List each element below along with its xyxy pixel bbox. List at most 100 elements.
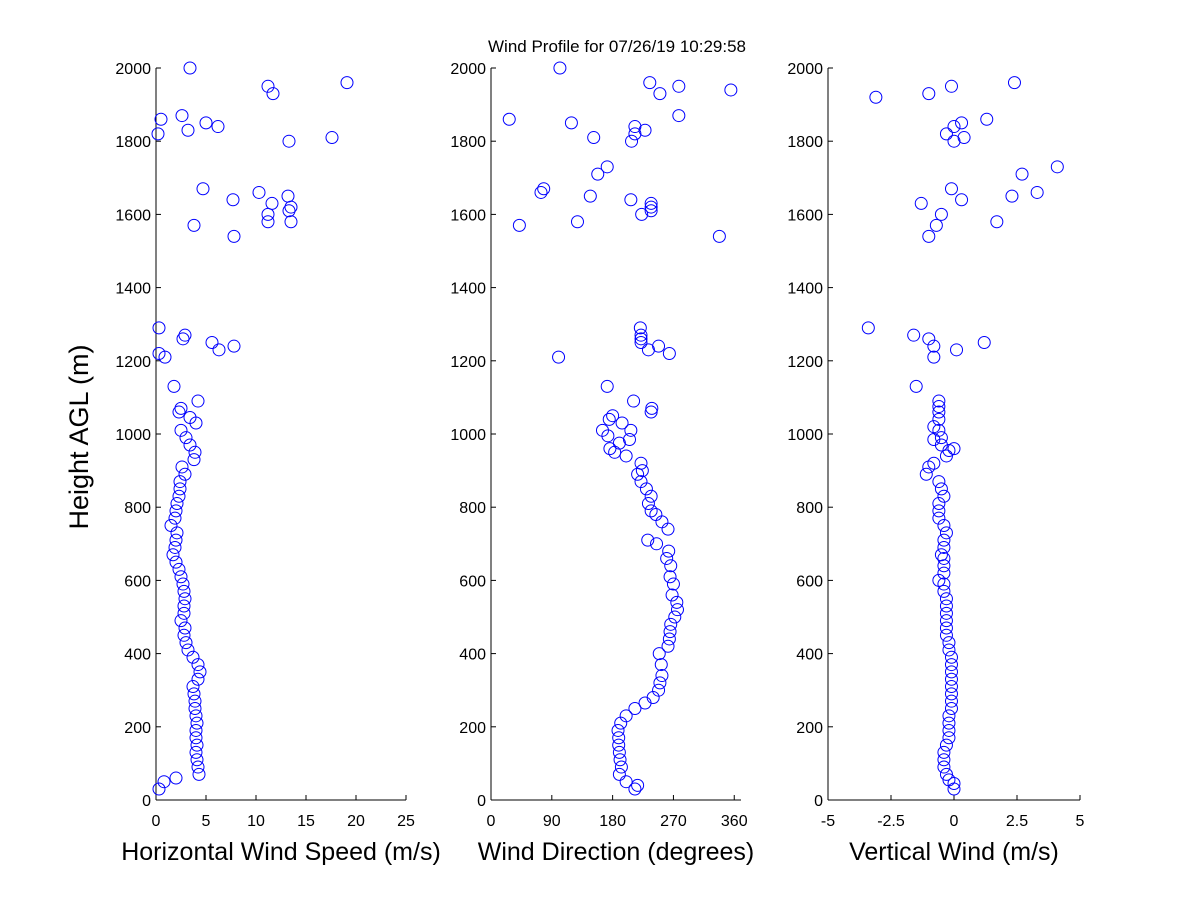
data-point (600, 379, 614, 393)
data-point (191, 658, 205, 672)
data-point (644, 204, 658, 218)
data-point (635, 207, 649, 221)
x-tick-label: 5 (202, 813, 211, 830)
data-point (282, 204, 296, 218)
data-point (205, 336, 219, 349)
data-point (950, 343, 964, 357)
data-point (340, 76, 354, 90)
data-point (939, 526, 953, 540)
data-point (172, 562, 186, 576)
data-point (186, 650, 200, 664)
data-point (653, 676, 667, 690)
data-point (937, 745, 951, 759)
y-tick-label: 400 (124, 647, 151, 664)
x-tick-label: 0 (487, 813, 496, 830)
data-point (179, 636, 193, 650)
x-axis-label: Horizontal Wind Speed (m/s) (121, 838, 441, 866)
data-point (192, 767, 206, 781)
data-point (174, 401, 188, 415)
x-tick-label: -5 (821, 813, 835, 830)
y-tick-label: 400 (459, 647, 486, 664)
data-point (181, 643, 195, 657)
data-point (712, 229, 726, 243)
data-point (655, 669, 669, 683)
data-point (226, 193, 240, 207)
data-point (947, 442, 961, 456)
data-point (641, 497, 655, 511)
data-point (190, 716, 204, 730)
y-tick-label: 0 (142, 793, 151, 810)
data-point (922, 229, 936, 243)
data-point (942, 709, 956, 723)
data-point (932, 394, 946, 408)
data-point (939, 127, 953, 141)
y-tick-label: 1400 (450, 281, 486, 298)
y-tick-label: 2000 (450, 61, 486, 78)
data-point (167, 379, 181, 393)
data-point (187, 687, 201, 701)
y-tick-label: 1800 (450, 134, 486, 151)
data-point (939, 614, 953, 628)
data-point (614, 760, 628, 774)
y-tick-label: 1000 (450, 427, 486, 444)
data-point (191, 394, 205, 408)
data-point (183, 61, 197, 75)
data-point (927, 350, 941, 364)
data-point (932, 573, 946, 587)
data-point (611, 723, 625, 737)
data-point (196, 182, 210, 196)
data-point (633, 321, 647, 335)
data-point (325, 131, 339, 145)
data-point (668, 610, 682, 624)
data-point (178, 467, 192, 481)
y-tick-label: 600 (796, 573, 823, 590)
y-axis-label: Height AGL (m) (64, 344, 94, 529)
data-point (990, 215, 1004, 229)
x-axis-label: Wind Direction (degrees) (478, 838, 755, 866)
data-point (183, 411, 197, 425)
data-point (628, 782, 642, 796)
data-point (939, 767, 953, 781)
y-tick-label: 1400 (787, 281, 823, 298)
data-point (619, 709, 633, 723)
data-point (176, 332, 190, 346)
data-point (654, 658, 668, 672)
data-point (587, 131, 601, 145)
data-point (937, 584, 951, 598)
data-point (644, 504, 658, 518)
data-point (627, 394, 641, 408)
data-point (211, 120, 225, 134)
data-point (939, 621, 953, 635)
data-point (661, 639, 675, 653)
data-point (939, 738, 953, 752)
y-tick-label: 600 (459, 573, 486, 590)
y-tick-label: 400 (796, 647, 823, 664)
data-point (174, 423, 188, 437)
y-tick-label: 800 (459, 500, 486, 517)
data-point (583, 189, 597, 203)
data-point (922, 332, 936, 346)
x-tick-label: 90 (543, 813, 561, 830)
x-tick-label: 180 (599, 813, 626, 830)
data-point (944, 650, 958, 664)
data-point (177, 628, 191, 642)
subplot-3: 0 200 400 600 800 1000 1200 1400 1600 1800 2000 -5 -… (787, 61, 1084, 866)
data-point (187, 453, 201, 467)
x-tick-label: 5 (1076, 813, 1085, 830)
data-point (606, 409, 620, 423)
data-point (628, 702, 642, 715)
data-point (939, 628, 953, 642)
data-point (600, 160, 614, 174)
data-point (932, 497, 946, 511)
data-point (937, 519, 951, 532)
data-point (919, 467, 933, 481)
data-point (227, 229, 241, 243)
data-point (944, 665, 958, 679)
data-point (932, 504, 946, 518)
data-point (937, 753, 951, 767)
data-point (944, 79, 958, 93)
data-point (663, 570, 677, 584)
data-point (934, 207, 948, 221)
